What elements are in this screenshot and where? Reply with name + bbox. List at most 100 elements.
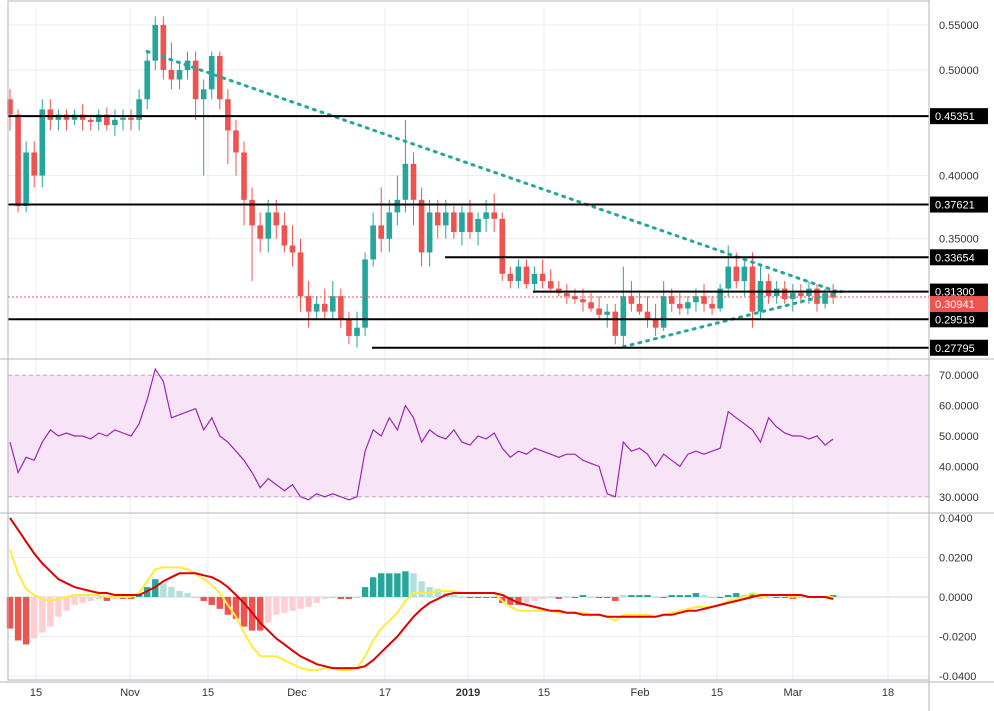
candle-body — [39, 109, 46, 176]
candle — [709, 296, 715, 315]
candle-body — [580, 299, 586, 303]
level-price-badge-bg — [930, 249, 988, 266]
candle-body — [596, 308, 602, 315]
candle-body — [217, 56, 223, 100]
macd-histogram-bar — [168, 587, 175, 597]
level-price-badge: 0.29519 — [935, 314, 975, 326]
candle — [313, 296, 320, 320]
candle-body — [499, 218, 506, 274]
candle-body — [354, 327, 360, 336]
candle-body — [168, 69, 175, 80]
candle-body — [79, 114, 86, 120]
macd-histogram-bar — [6, 597, 14, 629]
candle-body — [321, 303, 328, 312]
candle-body — [15, 114, 21, 207]
candle-body — [225, 99, 231, 131]
candle — [717, 284, 723, 312]
macd-histogram-bar — [273, 597, 280, 615]
candle — [547, 269, 554, 294]
candle — [539, 259, 546, 289]
candle-body — [757, 281, 764, 312]
macd-histogram-bar — [725, 595, 732, 597]
level-price-badge-bg — [930, 108, 988, 125]
rsi-tick-label: 30.0000 — [939, 492, 979, 504]
candle-body — [55, 114, 62, 120]
candle-body — [378, 225, 385, 239]
macd-histogram-bar — [829, 595, 837, 597]
macd-histogram-bar — [378, 573, 385, 597]
macd-histogram-bar — [587, 597, 595, 598]
candle — [71, 109, 78, 126]
candle-body — [71, 114, 78, 120]
macd-histogram-bar — [482, 597, 490, 598]
candle — [370, 212, 376, 267]
macd-histogram-bar — [684, 595, 692, 597]
candle — [596, 296, 602, 320]
candle-body — [741, 266, 748, 282]
macd-histogram-bar — [394, 573, 401, 597]
trendline[interactable] — [145, 49, 843, 295]
candle-body — [523, 266, 530, 285]
candle-body — [95, 114, 102, 122]
macd-histogram-bar — [232, 597, 240, 619]
candle-body — [208, 56, 215, 90]
macd-histogram-bar — [337, 597, 345, 599]
macd-tick-label: -0.0400 — [939, 671, 976, 683]
macd-histogram-bar — [289, 597, 296, 611]
candle-body — [241, 152, 247, 200]
rsi-band — [8, 375, 929, 497]
candle-body — [620, 296, 627, 336]
macd-histogram-bar — [515, 597, 522, 605]
candle-body — [644, 311, 651, 320]
level-price-badge: 0.27795 — [935, 343, 975, 355]
candle-body — [136, 99, 142, 120]
macd-histogram-bar — [297, 597, 304, 609]
rsi-pane — [8, 367, 929, 501]
candle-body — [402, 163, 409, 200]
candle — [144, 51, 150, 110]
candle — [354, 311, 360, 348]
candle-body — [507, 273, 514, 282]
candle-body — [717, 288, 723, 309]
macd-histogram-bar — [410, 573, 417, 597]
macd-histogram-bar — [458, 597, 466, 598]
time-tick-label: 15 — [30, 687, 42, 699]
candle — [281, 212, 288, 253]
candle — [588, 293, 594, 312]
macd-histogram-bar — [555, 597, 562, 599]
candle-body — [636, 303, 643, 312]
candle — [475, 212, 481, 246]
candle-body — [733, 266, 740, 282]
rsi-tick-label: 60.0000 — [939, 401, 979, 413]
candle — [644, 296, 651, 328]
candle — [39, 99, 46, 188]
level-price-badge: 0.33654 — [935, 252, 975, 264]
macd-histogram-bar — [208, 597, 215, 605]
price-tick-label: 0.50000 — [939, 65, 979, 77]
candle — [63, 109, 70, 131]
candle-body — [144, 60, 150, 100]
candle — [620, 266, 627, 348]
candle — [47, 99, 54, 131]
rsi-tick-label: 50.0000 — [939, 431, 979, 443]
candle — [378, 187, 385, 253]
candle — [434, 199, 441, 239]
candle — [192, 51, 199, 120]
candle — [79, 104, 86, 131]
candle-body — [176, 69, 183, 80]
price-tick-label: 0.55000 — [939, 20, 979, 32]
macd-histogram-bar — [571, 597, 579, 598]
macd-histogram-bar — [305, 597, 312, 607]
candle-body — [531, 273, 538, 285]
candle — [410, 152, 417, 226]
macd-histogram-bar — [14, 597, 22, 641]
macd-histogram-bar — [579, 595, 587, 597]
macd-histogram-bar — [386, 573, 393, 597]
candle — [217, 51, 223, 110]
candle-body — [386, 212, 393, 239]
candle — [555, 281, 562, 297]
candle-body — [249, 199, 255, 226]
candle — [233, 119, 239, 176]
macd-histogram-bar — [402, 571, 409, 597]
